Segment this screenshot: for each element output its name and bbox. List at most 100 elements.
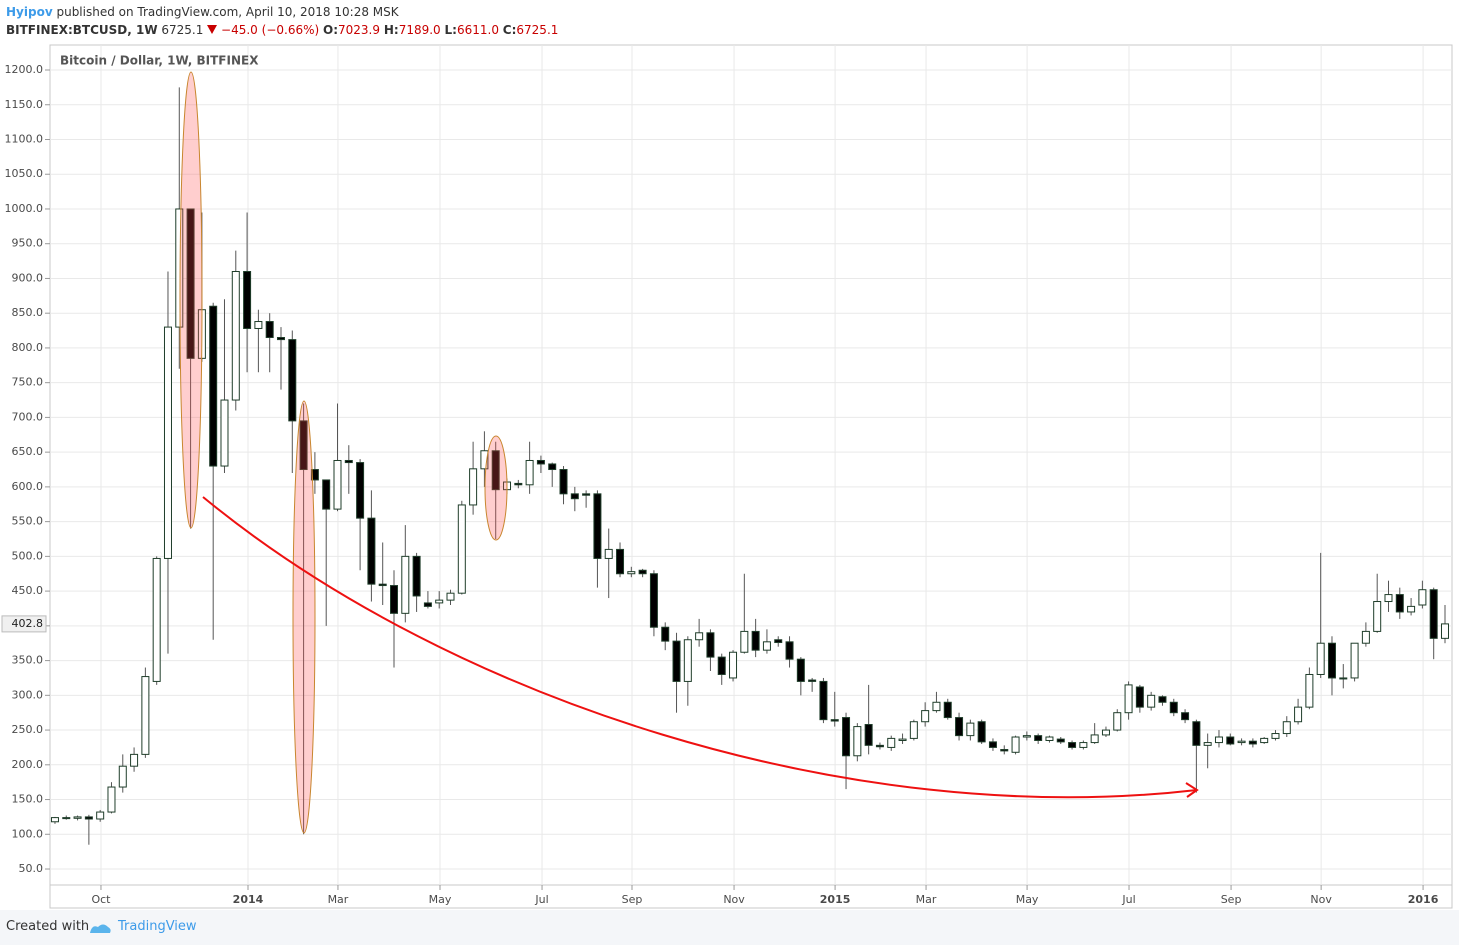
candle-body	[163, 326, 172, 559]
candle-body	[1192, 721, 1201, 746]
candle-body	[1090, 734, 1099, 744]
y-tick-label: 700.0	[12, 410, 44, 423]
tv-logo	[90, 924, 111, 933]
x-tick-label: 2016	[1408, 893, 1439, 906]
highlight-ellipse	[292, 400, 316, 834]
arrow-head	[1185, 782, 1199, 798]
candle-body	[875, 744, 884, 748]
ohlc-label: C:	[502, 23, 517, 37]
candle-body	[141, 676, 150, 755]
y-tick-label: 850.0	[12, 306, 44, 319]
x-tick-label: Jul	[1121, 893, 1135, 906]
y-tick-label: 900.0	[12, 271, 44, 284]
candle-body	[390, 585, 399, 614]
candle-body	[84, 816, 93, 820]
highlight-ellipse	[484, 435, 508, 541]
y-tick-label: 1100.0	[5, 132, 44, 145]
published: published on TradingView.com, April 10, …	[56, 5, 399, 19]
candle-body	[1294, 706, 1303, 723]
candle-body	[446, 592, 455, 601]
candle-body	[514, 482, 523, 486]
candle-body	[1068, 742, 1077, 748]
candle-body	[457, 504, 466, 594]
candle-body	[909, 721, 918, 739]
footer-brand[interactable]: TradingView	[118, 919, 197, 934]
symbol: BITFINEX:BTCUSD, 1W	[6, 23, 158, 37]
candle-body	[740, 630, 749, 653]
candle-body	[898, 738, 907, 741]
author[interactable]: Hyipov	[6, 5, 53, 19]
candle-body	[118, 765, 127, 788]
publish-line: Hyipov published on TradingView.com, Apr…	[6, 3, 558, 21]
candle-body	[932, 701, 941, 712]
candle-body	[683, 639, 692, 682]
ohlc: O:7023.9 H:7189.0 L:6611.0 C:6725.1	[323, 23, 558, 37]
candle-body	[1237, 740, 1246, 744]
candle-body	[276, 337, 285, 341]
candle-body	[423, 602, 432, 607]
header: Hyipov published on TradingView.com, Apr…	[6, 3, 558, 39]
ohlc-value: 7189.0	[398, 23, 441, 37]
candle-body	[1045, 736, 1054, 741]
candle-body	[333, 459, 342, 510]
candle-body	[695, 632, 704, 641]
candle-body	[977, 721, 986, 743]
candle-body	[1079, 742, 1088, 748]
candle-body	[1214, 736, 1223, 744]
candle-body	[152, 557, 161, 682]
y-tick-label: 500.0	[12, 549, 44, 562]
candle-body	[717, 656, 726, 675]
candle-body	[988, 741, 997, 748]
candle-body	[1011, 736, 1020, 753]
chart: Bitcoin / Dollar, 1W, BITFINEX 50.0 100.0…	[1, 44, 1453, 909]
x-tick-label: Oct	[91, 893, 111, 906]
grid	[50, 45, 1452, 885]
candle-body	[1158, 696, 1167, 703]
candle-body	[107, 786, 116, 813]
y-tick-label: 450.0	[12, 584, 44, 597]
candle-body	[186, 208, 195, 359]
candle-body	[582, 493, 591, 496]
candle-body	[322, 479, 331, 510]
axes: 50.0100.0150.0200.0250.0300.0350.0400.04…	[1, 63, 1439, 906]
y-tick-label: 250.0	[12, 723, 44, 736]
candle-body	[1282, 721, 1291, 735]
candle-body	[50, 817, 59, 823]
candle-body	[638, 569, 647, 575]
candle-body	[649, 573, 658, 628]
candle-body	[1124, 684, 1133, 714]
candle-body	[1203, 742, 1212, 746]
candle-body	[955, 717, 964, 737]
y-tick-label: 300.0	[12, 688, 44, 701]
candle-body	[548, 463, 557, 471]
candle-body	[1316, 642, 1325, 675]
candle-body	[1248, 740, 1257, 745]
candle-body	[536, 459, 545, 465]
candle-body	[853, 726, 862, 757]
ohlc-label: O:	[323, 23, 339, 37]
candle-body	[1384, 594, 1393, 603]
candle-body	[570, 493, 579, 500]
candle-body	[299, 420, 308, 471]
y-tick-label: 1200.0	[5, 63, 44, 76]
candle-body	[265, 321, 274, 339]
candle-body	[1350, 642, 1359, 679]
candle-body	[73, 816, 82, 819]
candle-body	[491, 450, 500, 491]
candle-body	[231, 271, 240, 401]
candle-body	[175, 208, 184, 328]
candle-body	[796, 658, 805, 682]
x-tick-label: 2015	[820, 893, 851, 906]
candle-body	[1169, 701, 1178, 714]
x-tick-label: Mar	[328, 893, 349, 906]
candle-body	[1418, 589, 1427, 606]
candle-body	[356, 462, 365, 519]
quote-line: BITFINEX:BTCUSD, 1W 6725.1 −45.0 (−0.66%…	[6, 21, 558, 39]
candle-body	[627, 571, 636, 575]
ohlc-value: 7023.9	[338, 23, 381, 37]
ohlc-value: 6725.1	[516, 23, 559, 37]
x-tick-label: Sep	[1221, 893, 1242, 906]
candle-body	[616, 548, 625, 575]
candle-body	[1373, 601, 1382, 632]
